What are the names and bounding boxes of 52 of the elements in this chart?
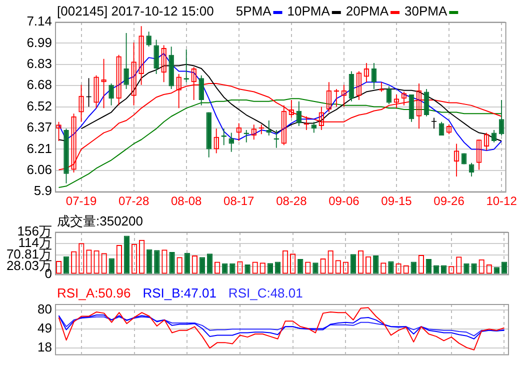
y-tick-label: 49 (38, 320, 52, 336)
legend-label: 30PMA (404, 4, 448, 19)
y-tick-label: 18 (38, 340, 52, 355)
y-tick-label: 6.68 (26, 77, 52, 92)
bar (199, 257, 206, 274)
x-tick-label: 09-26 (434, 194, 465, 208)
bar (312, 262, 318, 274)
x-tick-label: 09-06 (328, 194, 360, 208)
x-tick-label: 09-15 (381, 194, 412, 208)
legend-label: 20PMA (346, 4, 389, 19)
bar (146, 249, 152, 274)
bar (154, 250, 160, 274)
bar (298, 259, 304, 274)
bar (350, 254, 356, 274)
x-tick-label: 07-28 (118, 194, 150, 208)
legend-label: 5PMA (236, 4, 272, 19)
x-tick-label: 08-08 (170, 194, 202, 208)
chart-title: [002145] 2017-10-12 15:00 (57, 4, 214, 19)
x-tick-label: 08-28 (276, 194, 308, 208)
bar (501, 262, 508, 274)
y-tick-label: 80 (38, 302, 52, 317)
bar (206, 254, 213, 274)
bar (388, 261, 394, 274)
bar (124, 236, 130, 274)
y-tick-label: 6.06 (26, 162, 52, 177)
bar (108, 258, 114, 274)
bar (410, 262, 416, 274)
series-label: RSI_A:50.96 (57, 286, 131, 301)
text: RSI_C:48.01 (228, 286, 303, 301)
x-tick-label: 07-19 (66, 194, 97, 208)
y-tick-label: 7.14 (26, 14, 52, 29)
bar (267, 263, 274, 274)
y-tick-label: 6.21 (26, 140, 52, 156)
y-tick-label: 6.37 (26, 120, 52, 135)
y-tick-label: 156万 (17, 224, 52, 239)
y-tick-label: 6.99 (26, 34, 52, 50)
legend-label: 10PMA (287, 4, 330, 19)
y-tick-label: 6.52 (26, 98, 52, 114)
bar (274, 262, 281, 274)
bar (471, 263, 477, 274)
y-tick-label: 6.83 (26, 56, 52, 71)
y-tick-label: 5.9 (34, 183, 52, 198)
series-label: RSI_B:47.01 (142, 286, 216, 301)
bar (426, 259, 432, 274)
x-tick-label: 10-12 (486, 194, 518, 208)
bar (184, 252, 190, 274)
bar (464, 263, 470, 274)
bar (222, 263, 228, 274)
bar (169, 252, 175, 274)
chart-title: 成交量:350200 (57, 214, 143, 229)
bar (230, 263, 236, 274)
x-tick-label: 08-17 (224, 194, 255, 208)
